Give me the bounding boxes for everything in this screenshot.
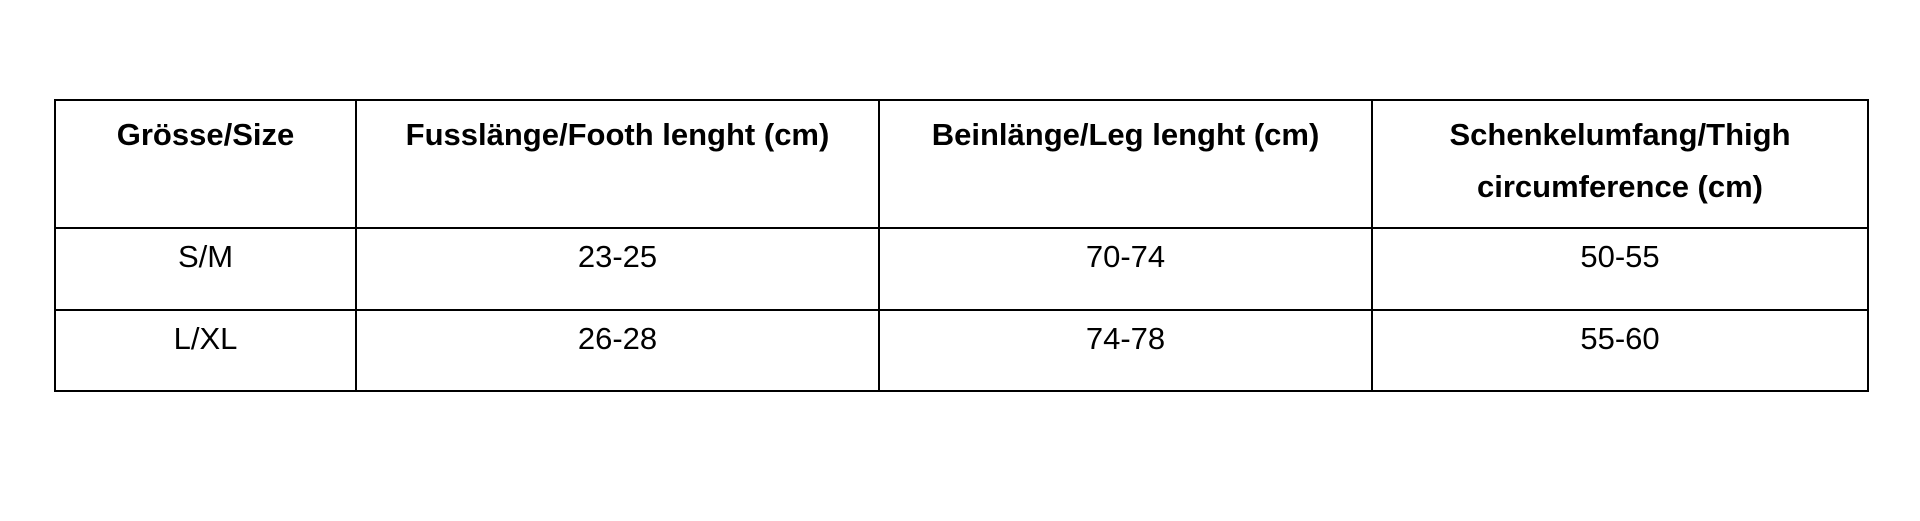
header-size: Grösse/Size <box>54 99 357 229</box>
cell-size: S/M <box>54 227 357 311</box>
header-foot-length: Fusslänge/Footh lenght (cm) <box>355 99 880 229</box>
header-leg-length: Beinlänge/Leg lenght (cm) <box>878 99 1373 229</box>
cell-size: L/XL <box>54 309 357 392</box>
cell-thigh-circumference: 55-60 <box>1371 309 1869 392</box>
cell-leg-length: 74-78 <box>878 309 1373 392</box>
cell-foot-length: 26-28 <box>355 309 880 392</box>
table-row: L/XL 26-28 74-78 55-60 <box>54 309 1869 392</box>
cell-leg-length: 70-74 <box>878 227 1373 311</box>
cell-thigh-circumference: 50-55 <box>1371 227 1869 311</box>
header-thigh-circumference: Schenkelumfang/Thigh circumference (cm) <box>1371 99 1869 229</box>
header-row: Grösse/Size Fusslänge/Footh lenght (cm) … <box>54 99 1869 229</box>
table-row: S/M 23-25 70-74 50-55 <box>54 227 1869 311</box>
cell-foot-length: 23-25 <box>355 227 880 311</box>
size-chart-table: Grösse/Size Fusslänge/Footh lenght (cm) … <box>54 99 1869 392</box>
